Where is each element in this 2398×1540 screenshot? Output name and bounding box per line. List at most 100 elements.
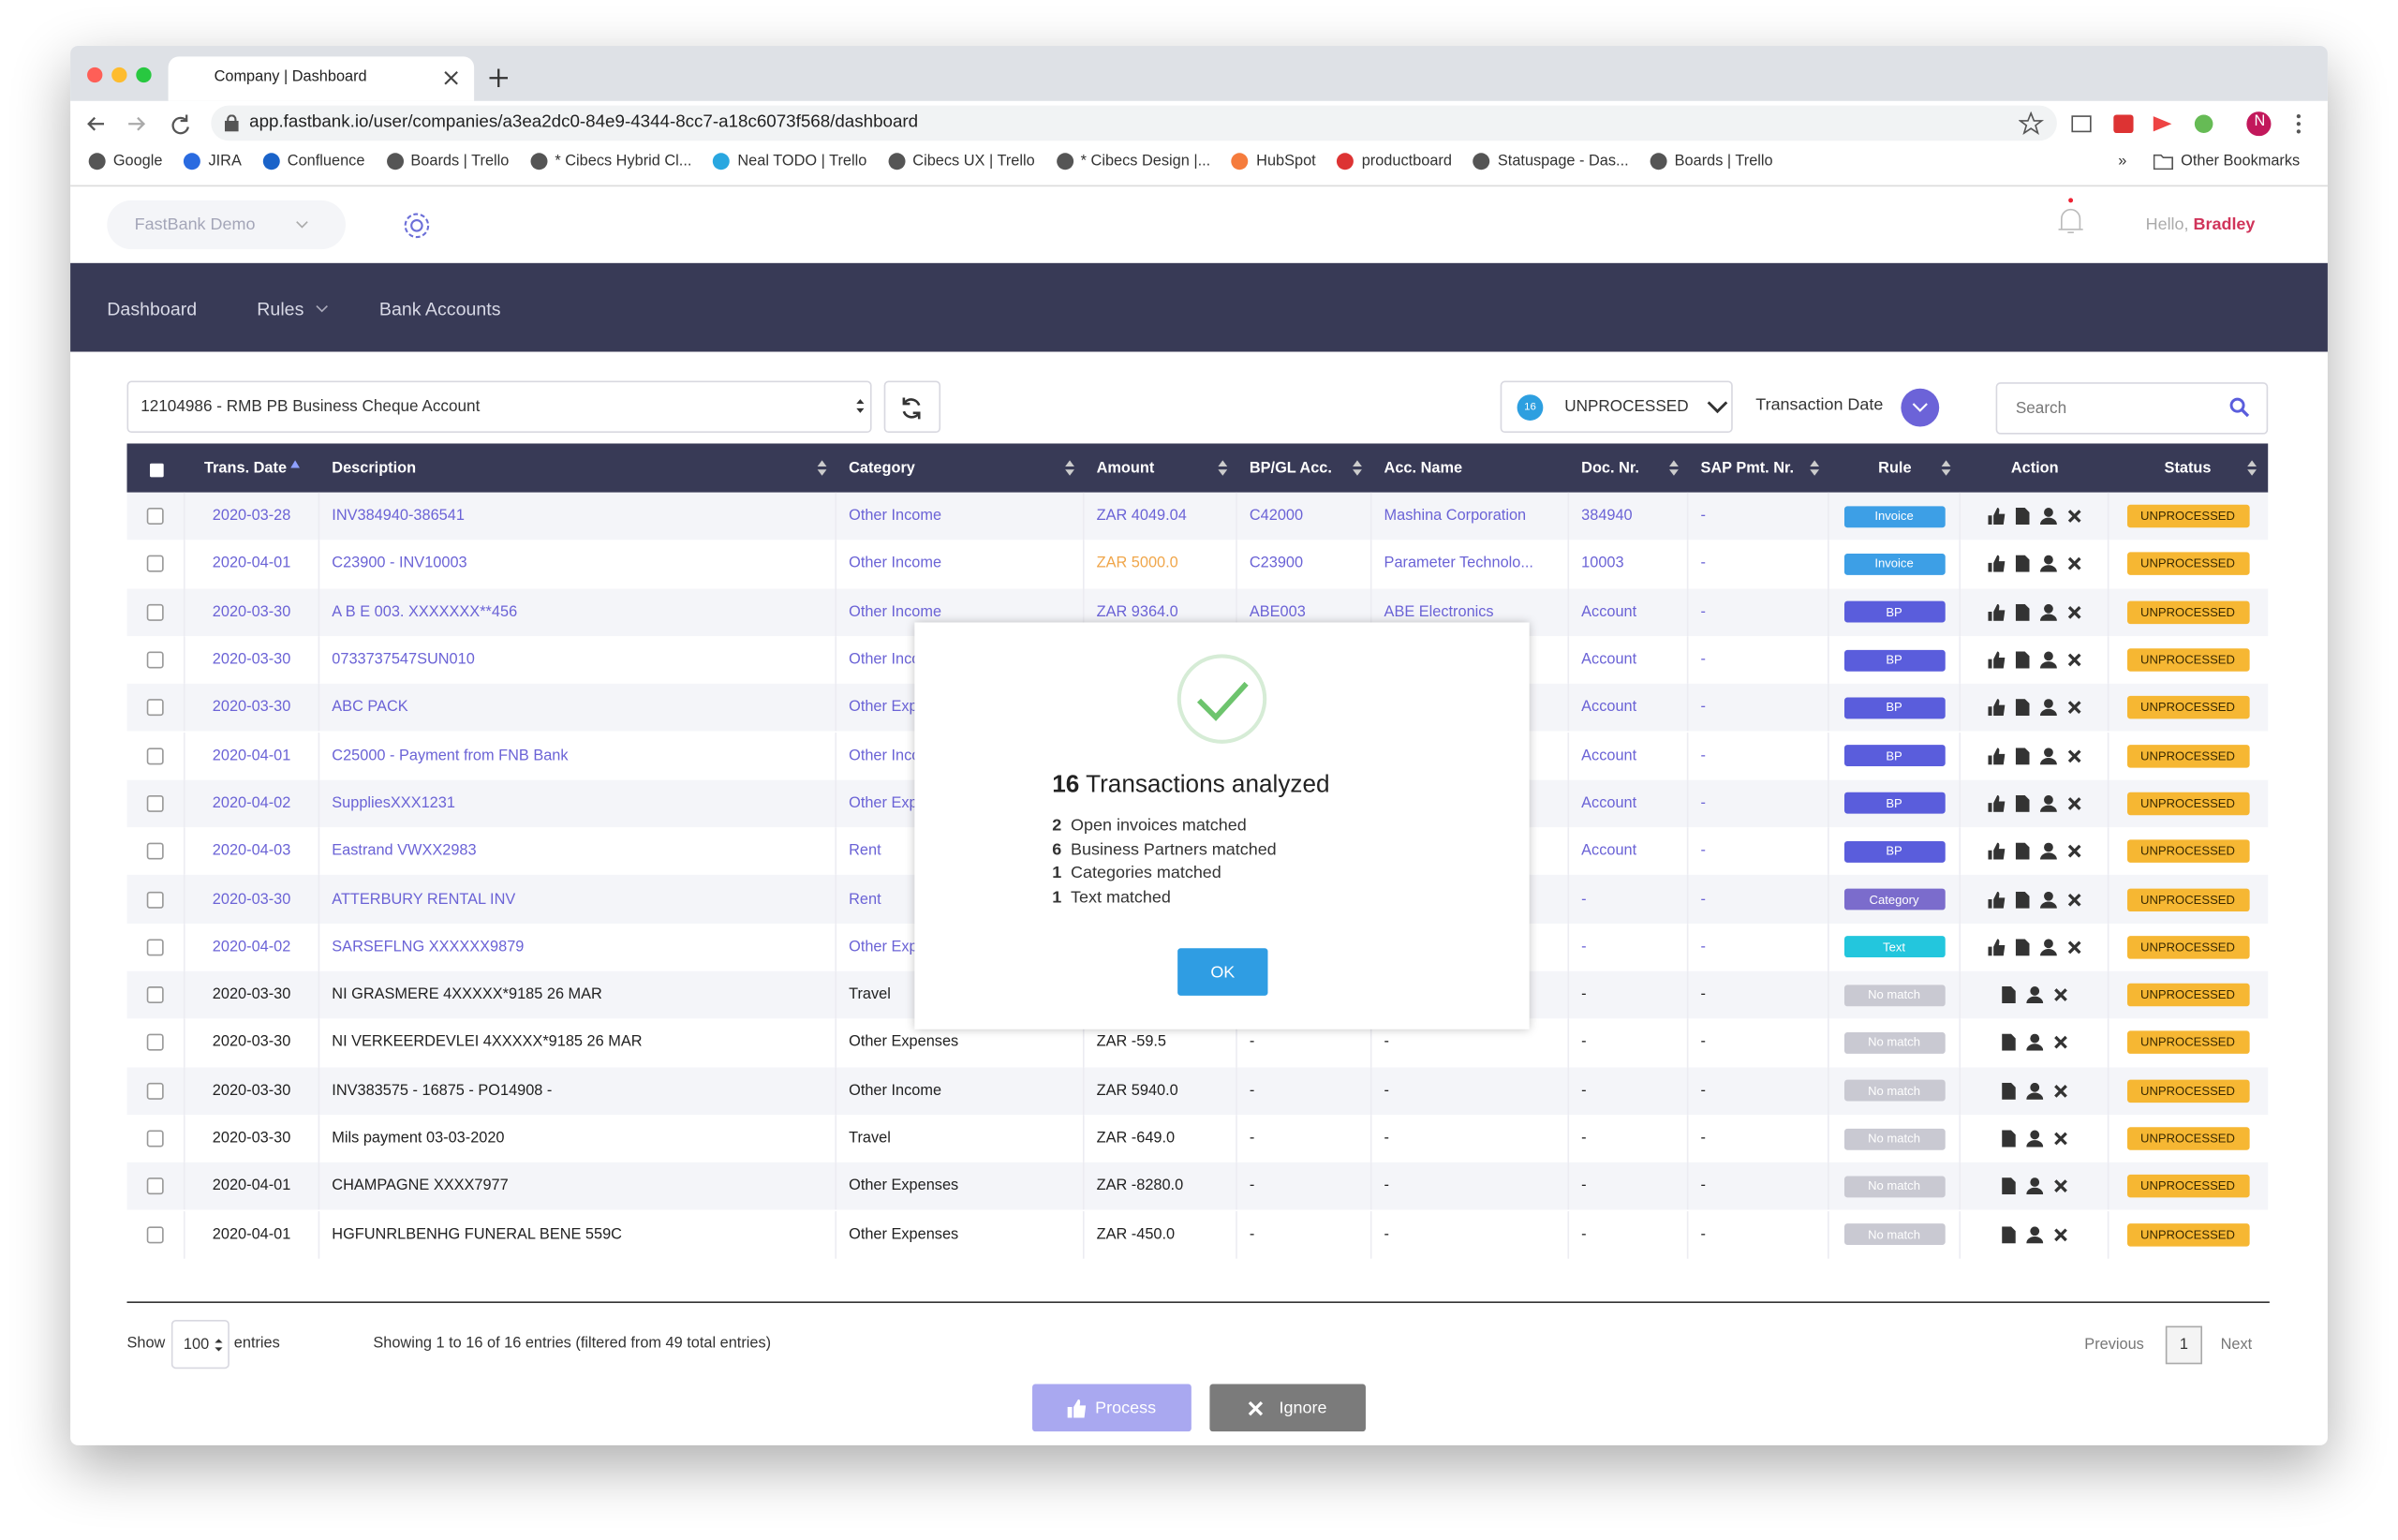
description[interactable]: 0733737547SUN010 [332,651,475,669]
row-checkbox[interactable] [146,651,164,669]
minimize-dot[interactable] [111,67,127,83]
page-button[interactable]: 1 [2165,1325,2203,1365]
document-icon[interactable] [2015,747,2029,764]
account-select[interactable]: 12104986 - RMB PB Business Cheque Accoun… [126,380,872,434]
nav-item[interactable]: Bank Accounts [378,298,501,320]
new-tab[interactable] [489,68,509,88]
nav-item[interactable]: Dashboard [107,298,198,320]
row-checkbox[interactable] [146,891,164,909]
partner-icon[interactable] [2039,699,2057,717]
bookmarks-more[interactable]: » [2118,153,2127,170]
document-icon[interactable] [2015,603,2029,621]
company-select[interactable]: FastBank Demo [107,200,346,250]
document-icon[interactable] [2001,1225,2016,1243]
settings-icon[interactable] [401,210,433,242]
extension-icons[interactable] [2019,111,2309,137]
dismiss-icon[interactable] [2067,845,2081,859]
partner-icon[interactable] [2039,794,2057,812]
document-icon[interactable] [2001,1082,2016,1100]
description[interactable]: C25000 - Payment from FNB Bank [332,747,569,764]
description[interactable]: CHAMPAGNE XXXX7977 [332,1177,509,1195]
partner-icon[interactable] [2039,939,2057,956]
page-size-select[interactable]: 100 [170,1319,229,1370]
bookmark[interactable]: Google [88,153,162,170]
document-icon[interactable] [2015,939,2029,956]
row-checkbox[interactable] [146,1130,164,1148]
document-icon[interactable] [2015,891,2029,909]
description[interactable]: ABC PACK [332,699,408,717]
search-input[interactable]: Search [1995,382,2269,435]
dismiss-icon[interactable] [2067,557,2081,571]
sort-icon[interactable] [1941,459,1951,478]
column-header[interactable]: Amount [1085,443,1237,492]
row-checkbox[interactable] [146,939,164,956]
previous-page[interactable]: Previous [2084,1336,2144,1354]
description[interactable]: Eastrand VWXX2983 [332,842,477,860]
notifications-icon[interactable] [2057,196,2084,239]
partner-icon[interactable] [2039,747,2057,764]
document-icon[interactable] [2015,555,2029,573]
approve-icon[interactable] [1987,651,2005,669]
description[interactable]: ATTERBURY RENTAL INV [332,891,516,909]
column-header[interactable]: BP/GL Acc. [1237,443,1372,492]
partner-icon[interactable] [2039,842,2057,860]
bookmark[interactable]: * Cibecs Design |... [1056,153,1210,170]
description[interactable]: NI GRASMERE 4XXXXX*9185 26 MAR [332,986,602,1004]
dismiss-icon[interactable] [2067,893,2081,907]
document-icon[interactable] [2015,651,2029,669]
row-checkbox[interactable] [146,986,164,1004]
row-checkbox[interactable] [146,1082,164,1100]
column-header[interactable]: Status [2109,443,2266,492]
partner-icon[interactable] [2025,1225,2043,1243]
search-icon[interactable] [2229,397,2250,418]
sort-icon[interactable] [2246,459,2257,478]
approve-icon[interactable] [1987,842,2005,860]
document-icon[interactable] [2001,1177,2016,1195]
bookmark[interactable]: HubSpot [1232,153,1316,170]
row-checkbox[interactable] [146,747,164,764]
column-header[interactable]: Action [1961,443,2109,492]
description[interactable]: A B E 003. XXXXXXX**456 [332,603,518,621]
other-bookmarks[interactable]: Other Bookmarks [2153,153,2300,170]
nav-buttons[interactable] [85,113,192,135]
bookmark[interactable]: JIRA [184,153,242,170]
column-header[interactable]: Rule [1829,443,1961,492]
partner-icon[interactable] [2025,986,2043,1004]
row-checkbox[interactable] [146,842,164,860]
dismiss-icon[interactable] [2067,796,2081,811]
nav-item[interactable]: Rules [257,298,304,320]
row-checkbox[interactable] [146,794,164,812]
bookmark[interactable]: Statuspage - Das... [1473,153,1629,170]
row-checkbox[interactable] [146,1177,164,1195]
dismiss-icon[interactable] [2067,748,2081,763]
partner-icon[interactable] [2039,891,2057,909]
partner-icon[interactable] [2039,508,2057,526]
document-icon[interactable] [2015,699,2029,717]
next-page[interactable]: Next [2220,1336,2253,1354]
column-header[interactable]: SAP Pmt. Nr. [1688,443,1828,492]
column-header[interactable]: Doc. Nr. [1569,443,1688,492]
approve-icon[interactable] [1987,891,2005,909]
dismiss-icon[interactable] [2067,653,2081,667]
bookmark[interactable]: productboard [1337,153,1452,170]
row-checkbox[interactable] [146,1034,164,1052]
column-header[interactable]: Description [319,443,836,492]
sort-icon[interactable] [1064,459,1074,478]
approve-icon[interactable] [1987,555,2005,573]
row-checkbox[interactable] [146,603,164,621]
sort-icon[interactable] [1668,459,1679,478]
dismiss-icon[interactable] [2053,1084,2067,1098]
column-header[interactable]: Trans. Date [185,443,320,492]
document-icon[interactable] [2015,508,2029,526]
document-icon[interactable] [2015,842,2029,860]
description[interactable]: C23900 - INV10003 [332,555,467,573]
document-icon[interactable] [2001,1130,2016,1148]
sort-icon[interactable] [290,459,301,467]
approve-icon[interactable] [1987,603,2005,621]
partner-icon[interactable] [2039,603,2057,621]
tab-close[interactable] [443,70,458,85]
bookmark[interactable]: * Cibecs Hybrid Cl... [530,153,691,170]
approve-icon[interactable] [1987,747,2005,764]
partner-icon[interactable] [2025,1177,2043,1195]
tab[interactable] [168,56,475,101]
